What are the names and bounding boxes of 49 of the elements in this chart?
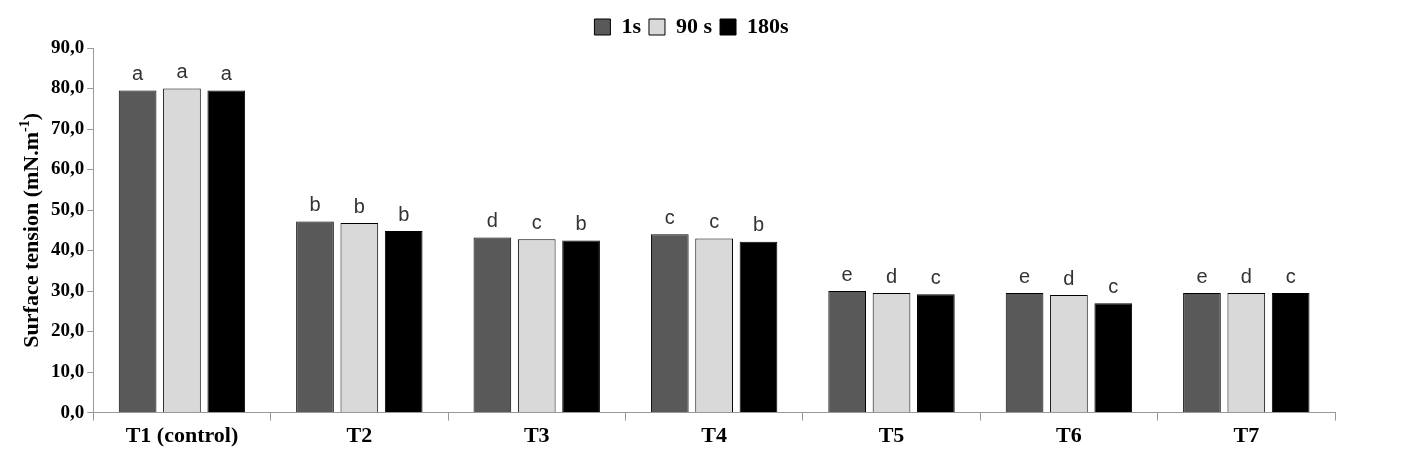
y-tick-label: 90,0 <box>51 35 85 57</box>
y-tick-label: 40,0 <box>51 238 85 260</box>
bar <box>739 241 778 413</box>
y-tick-label: 80,0 <box>51 76 85 98</box>
bar <box>207 90 246 413</box>
bar <box>917 294 955 413</box>
data-label: c <box>1285 264 1296 287</box>
legend-label: 90 s <box>675 12 713 38</box>
data-label: b <box>309 192 321 215</box>
data-label: b <box>752 213 765 236</box>
data-label: e <box>841 262 853 285</box>
y-tick-label: 30,0 <box>51 278 85 300</box>
x-tick-label: T6 <box>1056 422 1082 448</box>
data-label: c <box>531 210 542 233</box>
y-tick-label: 50,0 <box>51 197 85 219</box>
data-label: d <box>1240 264 1252 287</box>
x-tick-label: T2 <box>346 422 373 448</box>
data-label: b <box>353 194 365 217</box>
y-tick-label: 10,0 <box>51 360 85 381</box>
data-label: d <box>1063 266 1075 289</box>
data-label: a <box>220 62 233 85</box>
bar <box>1271 293 1310 413</box>
data-label: d <box>885 264 898 287</box>
bar <box>384 231 423 413</box>
bar <box>562 240 600 413</box>
bar <box>1094 303 1133 413</box>
data-label: c <box>1108 274 1119 297</box>
y-tick-label: 20,0 <box>51 319 85 341</box>
x-tick-label: T7 <box>1233 422 1260 448</box>
data-label: b <box>398 202 410 225</box>
legend-label: 1s <box>621 12 642 38</box>
y-tick-label: 70,0 <box>51 116 85 138</box>
data-label: c <box>709 209 720 232</box>
y-tick-label: 60,0 <box>51 157 85 179</box>
data-label: c <box>664 205 675 228</box>
x-tick-label: T3 <box>523 422 550 448</box>
x-tick-label: T5 <box>878 422 905 448</box>
x-tick-label: T4 <box>701 422 727 448</box>
legend-label: 180s <box>747 12 790 38</box>
data-label: b <box>575 211 587 234</box>
data-label: a <box>176 60 189 83</box>
x-tick-label: T1 (control) <box>125 422 239 448</box>
y-axis-title: Surface tension (mN.m-1) <box>16 112 43 348</box>
data-label: a <box>132 62 145 85</box>
data-label: e <box>1196 264 1208 287</box>
y-tick-label: 0,0 <box>60 400 85 422</box>
data-label: e <box>1019 264 1031 287</box>
data-label: d <box>486 209 498 232</box>
data-label: c <box>930 265 941 288</box>
